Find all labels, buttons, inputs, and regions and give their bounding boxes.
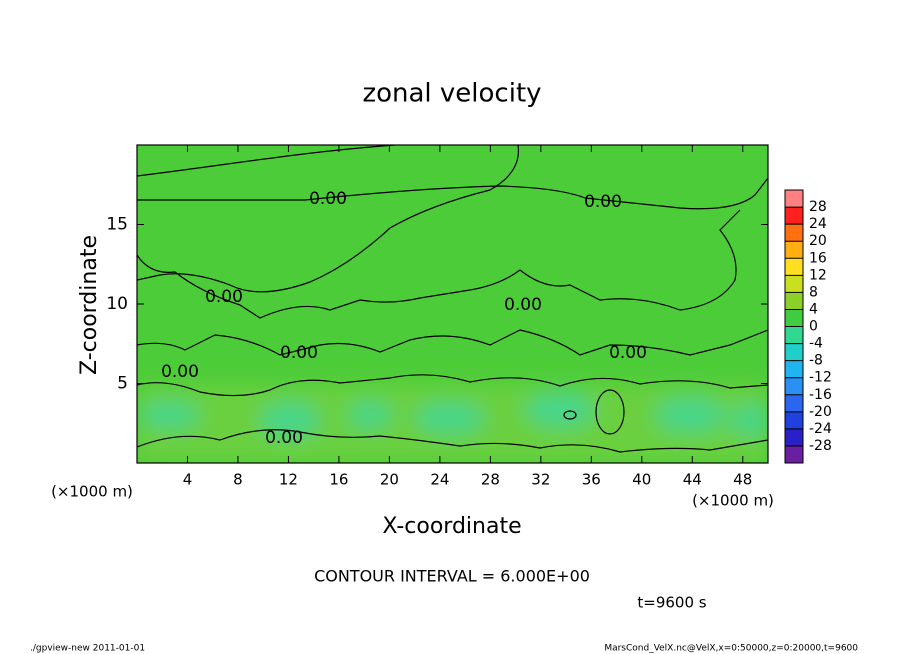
x-tick-label: 8 bbox=[233, 471, 243, 489]
y-tick-label: 5 bbox=[117, 374, 128, 394]
colorbar-swatch bbox=[785, 343, 803, 361]
colorbar-tick-label: 12 bbox=[809, 267, 827, 283]
contour-label: 0.00 bbox=[504, 295, 542, 315]
colorbar-tick-label: 24 bbox=[809, 216, 827, 232]
contour-line bbox=[137, 374, 768, 397]
colorbar-tick-label: 16 bbox=[809, 250, 827, 266]
contour-label: 0.00 bbox=[161, 362, 199, 382]
colorbar-swatch bbox=[785, 224, 803, 242]
contour-label: 0.00 bbox=[309, 189, 347, 209]
x-tick-label: 16 bbox=[329, 471, 348, 489]
x-tick-label: 12 bbox=[279, 471, 298, 489]
x-tick-label: 20 bbox=[380, 471, 399, 489]
time-label: t=9600 s bbox=[637, 594, 706, 612]
colorbar-tick-label: -8 bbox=[809, 353, 823, 369]
contour-line bbox=[137, 209, 741, 319]
contour-line bbox=[137, 145, 396, 177]
footer-right: MarsCond_VelX.nc@VelX,x=0:50000,z=0:2000… bbox=[604, 644, 858, 654]
contour-label: 0.00 bbox=[205, 287, 243, 307]
colorbar-swatch bbox=[785, 428, 803, 446]
colorbar-tick-label: -24 bbox=[809, 421, 832, 437]
colorbar-tick-label: 4 bbox=[809, 301, 818, 317]
contour-line bbox=[563, 410, 577, 420]
colorbar-swatch bbox=[785, 445, 803, 463]
colorbar-swatch bbox=[785, 309, 803, 327]
colorbar-swatch bbox=[785, 292, 803, 310]
colorbar-swatch bbox=[785, 326, 803, 344]
contour-label: 0.00 bbox=[609, 343, 647, 363]
x-tick-label: 28 bbox=[481, 471, 500, 489]
x-tick-label: 4 bbox=[183, 471, 193, 489]
y-tick-label: 10 bbox=[106, 294, 128, 314]
colorbar-swatch bbox=[785, 241, 803, 259]
x-unit-label: (×1000 m) bbox=[692, 492, 774, 510]
contour-line bbox=[595, 389, 625, 435]
colorbar-swatch bbox=[785, 258, 803, 276]
colorbar-tick-label: -4 bbox=[809, 336, 823, 352]
colorbar-swatch bbox=[785, 190, 803, 208]
colorbar-tick-label: 8 bbox=[809, 284, 818, 300]
contour-lines bbox=[137, 145, 768, 453]
colorbar-tick-label: 0 bbox=[809, 319, 818, 335]
x-axis-label: X-coordinate bbox=[382, 514, 521, 539]
x-tick-label: 24 bbox=[430, 471, 449, 489]
contour-interval: CONTOUR INTERVAL = 6.000E+00 bbox=[314, 567, 590, 586]
colorbar-swatch bbox=[785, 411, 803, 429]
colorbar-swatch bbox=[785, 377, 803, 395]
colorbar-tick-label: -16 bbox=[809, 387, 832, 403]
y-unit-label: (×1000 m) bbox=[51, 483, 133, 501]
colorbar-tick-label: 20 bbox=[809, 233, 827, 249]
colorbar-swatch bbox=[785, 207, 803, 225]
x-tick-label: 44 bbox=[683, 471, 702, 489]
contour-label: 0.00 bbox=[584, 192, 622, 212]
colorbar-tick-label: 28 bbox=[809, 199, 827, 215]
contour-labels: 0.00 0.00 0.00 0.00 0.00 0.00 0.00 0.00 bbox=[161, 189, 647, 448]
footer-left: ./gpview-new 2011-01-01 bbox=[30, 644, 145, 654]
contour-line bbox=[137, 429, 768, 453]
y-axis-label: Z-coordinate bbox=[77, 235, 102, 375]
field-shading bbox=[137, 385, 768, 463]
colorbar-swatch bbox=[785, 360, 803, 378]
x-tick-label: 48 bbox=[733, 471, 752, 489]
colorbar-swatch bbox=[785, 394, 803, 412]
field bbox=[137, 145, 768, 463]
y-tick-label: 15 bbox=[106, 215, 128, 235]
chart-title: zonal velocity bbox=[362, 79, 541, 109]
contour-label: 0.00 bbox=[280, 343, 318, 363]
contour-label: 0.00 bbox=[265, 428, 303, 448]
x-tick-label: 40 bbox=[632, 471, 651, 489]
contour-line bbox=[137, 329, 768, 356]
colorbar-tick-label: -28 bbox=[809, 438, 832, 454]
colorbar-tick-label: -12 bbox=[809, 370, 832, 386]
x-tick-label: 32 bbox=[531, 471, 550, 489]
contour-line bbox=[137, 177, 768, 210]
colorbar-swatch bbox=[785, 275, 803, 293]
contour-line bbox=[137, 145, 520, 293]
x-tick-label: 36 bbox=[582, 471, 601, 489]
colorbar-tick-label: -20 bbox=[809, 404, 832, 420]
